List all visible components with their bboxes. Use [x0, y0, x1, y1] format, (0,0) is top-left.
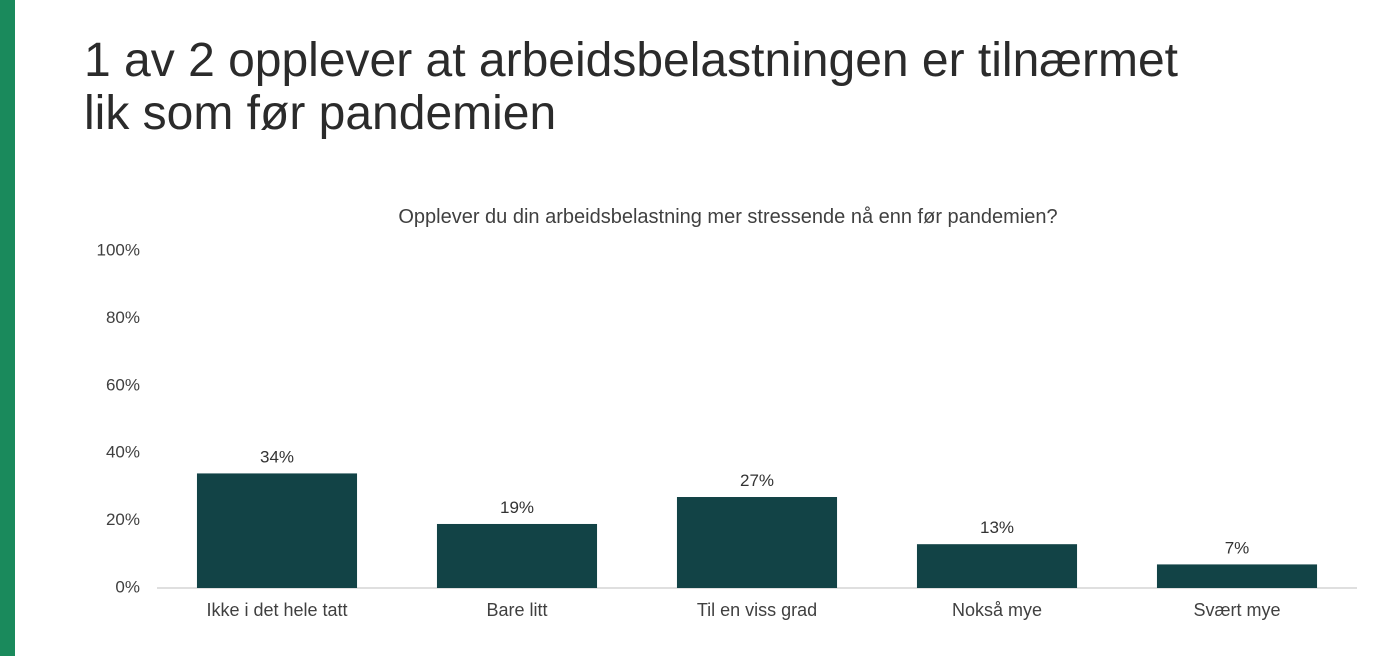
- slide-title-line-2: lik som før pandemien: [84, 87, 557, 140]
- x-category-label: Svært mye: [1193, 600, 1280, 620]
- chart-title: Opplever du din arbeidsbelastning mer st…: [398, 206, 1058, 228]
- bar-value-label: 19%: [500, 498, 534, 517]
- bar: [436, 523, 598, 588]
- bar: [676, 497, 838, 588]
- x-category-label: Bare litt: [486, 600, 547, 620]
- bar-value-label: 27%: [740, 471, 774, 490]
- bar: [196, 473, 358, 588]
- y-tick-label: 80%: [106, 308, 140, 327]
- bar: [916, 544, 1078, 588]
- accent-bar: [0, 0, 15, 656]
- y-tick-label: 0%: [115, 577, 140, 596]
- y-tick-label: 20%: [106, 510, 140, 529]
- bar: [1156, 564, 1318, 588]
- x-category-label: Til en viss grad: [697, 600, 817, 620]
- bar-value-label: 7%: [1225, 538, 1250, 557]
- slide-title-line-1: 1 av 2 opplever at arbeidsbelastningen e…: [84, 34, 1178, 87]
- y-tick-label: 60%: [106, 375, 140, 394]
- x-category-label: Nokså mye: [952, 600, 1042, 620]
- bar-value-label: 13%: [980, 518, 1014, 537]
- slide-title: 1 av 2 opplever at arbeidsbelastningen e…: [84, 34, 1334, 140]
- x-category-label: Ikke i det hele tatt: [206, 600, 347, 620]
- bar-value-label: 34%: [260, 447, 294, 466]
- y-tick-label: 40%: [106, 443, 140, 462]
- y-tick-label: 100%: [97, 240, 140, 259]
